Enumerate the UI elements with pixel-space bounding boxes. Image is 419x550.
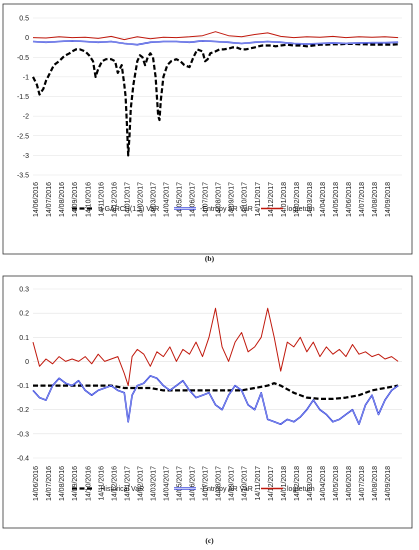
x-tick-label: 14/12/2016 [111, 182, 118, 217]
x-tick-label: 14/07/2017 [203, 182, 210, 217]
y-tick-label: -0.5 [17, 55, 29, 62]
x-tick-label: 14/07/2016 [46, 466, 53, 501]
x-tick-label: 14/10/2016 [85, 182, 92, 217]
x-tick-label: 14/11/2016 [98, 466, 105, 501]
x-tick-label: 14/07/2016 [46, 182, 53, 217]
x-tick-label: 14/09/2018 [385, 182, 392, 217]
x-tick-label: 14/12/2017 [268, 466, 275, 501]
x-tick-label: 14/04/2018 [320, 466, 327, 501]
x-tick-label: 14/11/2017 [255, 466, 262, 501]
y-tick-label: 0.2 [19, 311, 29, 318]
x-tick-label: 14/12/2017 [268, 182, 275, 217]
x-tick-label: 14/08/2018 [372, 466, 379, 501]
chart-panel-b: 0.5 0 -0.5 -1 -1.5 -2 -2.5 -3 -3.5 14/06/2016 14/0… [2, 3, 413, 255]
legend: -Historical VaR -Entropy AR VaR logreturn [72, 486, 315, 493]
x-tick-label: 14/12/2016 [111, 466, 118, 501]
x-tick-label: 14/06/2017 [190, 466, 197, 501]
x-tick-label: 14/08/2017 [216, 466, 223, 501]
y-tick-label: 0.1 [19, 335, 29, 342]
x-tick-label: 14/01/2018 [281, 182, 288, 217]
y-tick-label: -3 [23, 153, 29, 160]
caption-c: (c) [205, 536, 214, 545]
x-tick-label: 14/02/2017 [137, 182, 144, 217]
series-line-1-inner [32, 375, 399, 425]
x-tick-label: 14/05/2018 [333, 466, 340, 501]
x-tick-label: 14/03/2017 [150, 182, 157, 217]
y-tick-label: 0 [25, 35, 29, 42]
x-tick-label: 14/08/2018 [372, 182, 379, 217]
y-tick-label: -0.1 [17, 383, 29, 390]
series-line-2 [32, 307, 399, 387]
x-tick-label: 14/05/2017 [177, 466, 184, 501]
x-tick-label: 14/05/2017 [177, 182, 184, 217]
x-tick-label: 14/07/2018 [359, 466, 366, 501]
y-tick-label: -3.5 [17, 173, 29, 180]
series-line-2 [32, 31, 399, 41]
legend-label-1: -Entropy AR VaR [200, 206, 253, 213]
legend-label-1: -Entropy AR VaR [200, 486, 253, 493]
series-line-0 [33, 382, 399, 400]
x-tick-label: 14/01/2017 [124, 182, 131, 217]
x-tick-label: 14/09/2017 [229, 182, 236, 217]
y-tick-label: -0.2 [17, 407, 29, 414]
x-tick-label: 14/07/2017 [203, 466, 210, 501]
x-tick-label: 14/06/2018 [346, 466, 353, 501]
y-tick-label: -0.3 [17, 431, 29, 438]
x-tick-label: 14/03/2018 [307, 466, 314, 501]
y-tick-label: -0.4 [17, 456, 29, 463]
y-tick-label: 0 [25, 359, 29, 366]
x-tick-label: 14/04/2017 [163, 182, 170, 217]
chart-panel-c: 0.3 0.2 0.1 0 -0.1 -0.2 -0.3 -0.4 14/06/2016 14/0… [2, 275, 413, 529]
x-tick-label: 14/06/2016 [33, 466, 40, 501]
chart-frame [2, 275, 413, 529]
caption-b: (b) [205, 254, 215, 263]
x-tick-label: 14/04/2018 [320, 182, 327, 217]
x-tick-label: 14/07/2018 [359, 182, 366, 217]
x-tick-label: 14/09/2017 [229, 466, 236, 501]
x-tick-label: 14/09/2016 [72, 182, 79, 217]
x-tick-label: 14/01/2017 [124, 466, 131, 501]
legend: -t-GARCH(1,1) VaR -Entropy AR VaR logretur… [72, 206, 315, 213]
x-tick-label: 14/05/2018 [333, 182, 340, 217]
y-tick-label: -1.5 [17, 94, 29, 101]
y-tick-label: 0.5 [19, 16, 29, 23]
legend-label-2: logreturn [287, 486, 315, 493]
x-tick-label: 14/10/2016 [85, 466, 92, 501]
x-tick-label: 14/09/2018 [385, 466, 392, 501]
x-tick-label: 14/02/2018 [294, 182, 301, 217]
x-tick-label: 14/08/2016 [59, 182, 66, 217]
x-tick-label: 14/11/2016 [98, 182, 105, 217]
x-tick-label: 14/08/2017 [216, 182, 223, 217]
x-tick-label: 14/09/2016 [72, 466, 79, 501]
x-tick-label: 14/11/2017 [255, 182, 262, 217]
series-line-1-inner [32, 40, 399, 45]
x-tick-label: 14/03/2017 [150, 466, 157, 501]
series-line-0 [32, 42, 399, 157]
x-tick-label: 14/06/2017 [190, 182, 197, 217]
legend-label-0: -t-GARCH(1,1) VaR [98, 206, 159, 213]
y-tick-label: -1 [23, 74, 29, 81]
x-tick-label: 14/02/2018 [294, 466, 301, 501]
chart-frame [2, 3, 413, 255]
y-tick-label: 0.3 [19, 287, 29, 294]
x-tick-label: 14/04/2017 [163, 466, 170, 501]
x-tick-label: 14/03/2018 [307, 182, 314, 217]
legend-label-2: logreturn [287, 206, 315, 213]
x-tick-label: 14/08/2016 [59, 466, 66, 501]
y-tick-label: -2 [23, 114, 29, 121]
x-tick-label: 14/06/2018 [346, 182, 353, 217]
y-tick-label: -2.5 [17, 133, 29, 140]
legend-label-0: -Historical VaR [98, 486, 144, 493]
x-tick-label: 14/10/2017 [242, 466, 249, 501]
x-tick-label: 14/02/2017 [137, 466, 144, 501]
x-tick-label: 14/01/2018 [281, 466, 288, 501]
x-tick-label: 14/06/2016 [33, 182, 40, 217]
x-tick-label: 14/10/2017 [242, 182, 249, 217]
